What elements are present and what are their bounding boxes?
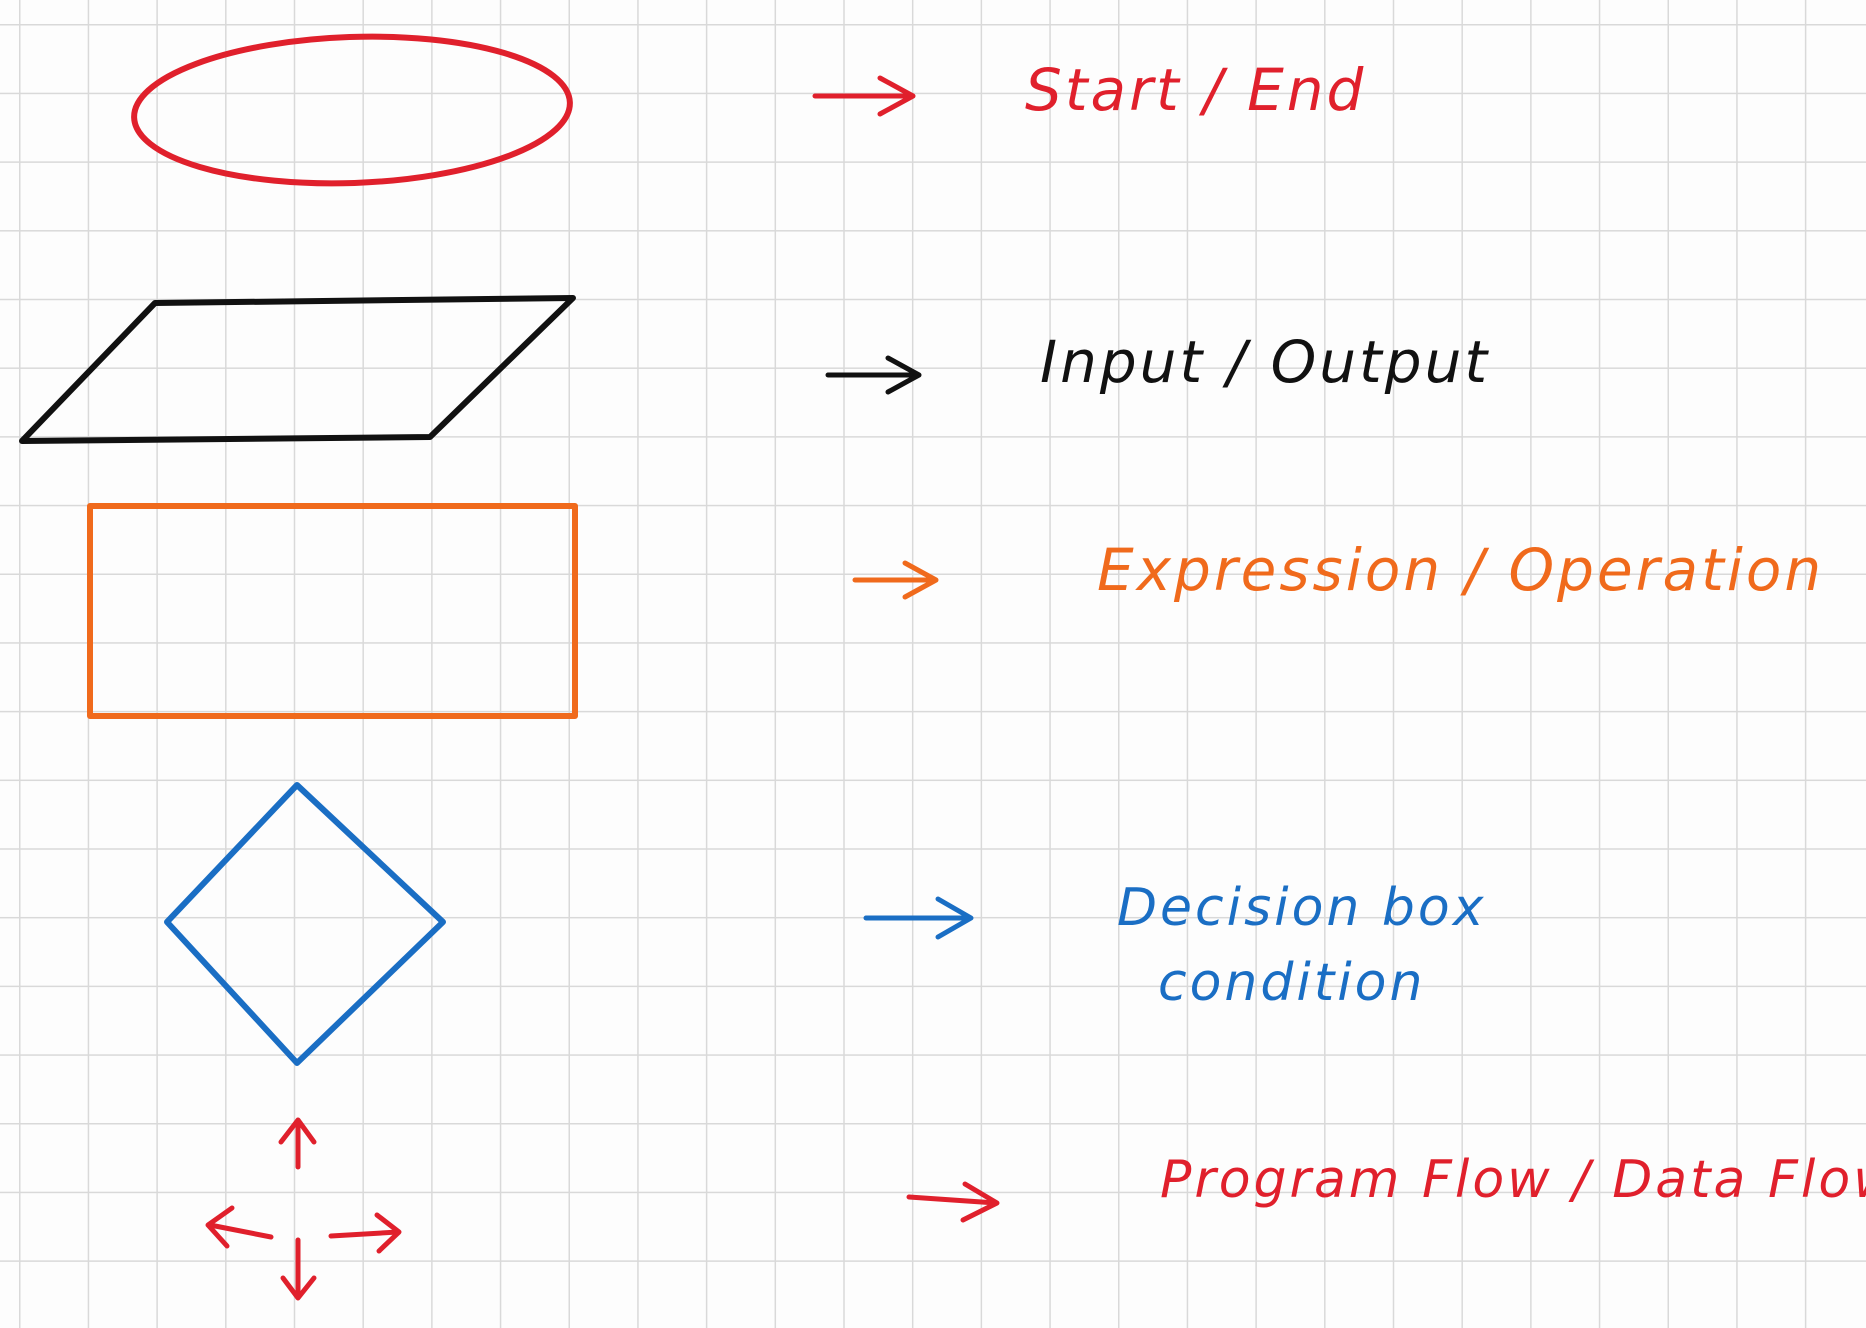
legend-label-program-flow: Program Flow / Data Flow — [1160, 1150, 1866, 1210]
legend-row-start-end: Start / End — [131, 33, 1366, 187]
right-arrow-icon — [852, 560, 939, 600]
legend-label-start-end: Start / End — [1025, 56, 1366, 124]
down-arrow-icon — [280, 1237, 317, 1301]
legend-row-program-flow: Program Flow / Data Flow — [205, 1117, 1866, 1301]
right-arrow-icon — [825, 355, 922, 395]
legend-label-input-output: Input / Output — [1040, 328, 1490, 396]
io-parallelogram-symbol — [19, 295, 576, 444]
legend-row-expression-operation: Expression / Operation — [87, 503, 1824, 719]
right-arrow-icon — [863, 896, 974, 940]
right-arrow-icon — [812, 75, 916, 117]
right-arrow-icon — [906, 1181, 1000, 1223]
legend-label-condition: condition — [1158, 953, 1425, 1013]
up-arrow-icon — [278, 1117, 317, 1170]
decision-diamond-symbol — [164, 782, 446, 1066]
terminal-ellipse-symbol — [131, 33, 573, 187]
legend-label-decision-box: Decision box — [1117, 878, 1487, 938]
flow-arrows-symbol — [205, 1117, 402, 1301]
left-arrow-icon — [205, 1205, 274, 1249]
legend-label-expression-operation: Expression / Operation — [1097, 536, 1824, 604]
process-rectangle-symbol — [87, 503, 578, 719]
legend-row-input-output: Input / Output — [19, 295, 1490, 444]
right-arrow-icon — [328, 1212, 402, 1254]
legend-row-decision: Decision box condition — [164, 782, 1487, 1066]
